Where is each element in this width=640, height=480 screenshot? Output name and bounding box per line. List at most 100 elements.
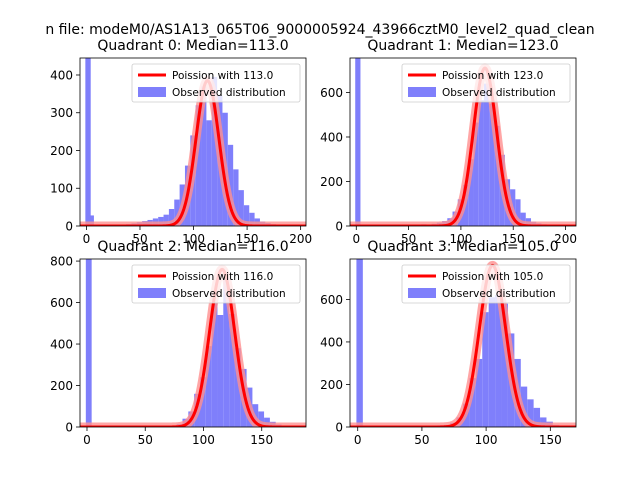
quadrant-2-hist-bar-15 — [258, 411, 265, 427]
quadrant-2-axes-frame — [79, 258, 307, 428]
quadrant-0-legend: Poission with 113.0 Observed distribution — [131, 63, 301, 103]
quadrant-3-ytick-label-3: 600 — [320, 293, 343, 307]
quadrant-2-hist-bar-10 — [229, 313, 235, 427]
quadrant-0-hist-bar-11 — [174, 199, 180, 226]
quadrant-2-legend: Poission with 116.0 Observed distribution — [131, 264, 301, 304]
quadrant-3-ytick-label-1: 200 — [320, 378, 343, 392]
quadrant-0-legend-observed-label: Observed distribution — [172, 87, 286, 99]
quadrant-3-hist-bar-18 — [540, 417, 547, 427]
quadrant-0-plot-area — [80, 58, 306, 226]
quadrant-1-xtick-label-2: 100 — [449, 232, 472, 246]
quadrant-1-xtick-label-4: 200 — [554, 232, 577, 246]
quadrant-0-hist-bar-16 — [201, 86, 207, 226]
quadrant-2-hist-bar-0 — [85, 259, 92, 427]
quadrant-2-hist-bar-6 — [205, 346, 212, 427]
quadrant-1-hist-bar-10 — [468, 159, 474, 226]
quadrant-2-ytick-label-2: 400 — [50, 338, 73, 352]
quadrant-0-legend-box — [131, 63, 301, 103]
quadrant-1-plot-area — [350, 58, 576, 226]
quadrant-2-xtick-label-1: 50 — [138, 433, 153, 447]
quadrant-2-hist-bar-5 — [199, 377, 206, 427]
quadrant-2-title: Quadrant 2: Median=116.0 — [97, 239, 288, 255]
quadrant-1-chart: 0 50 100 150 200 0 200 400 600 Quadrant 1: Median… — [320, 38, 577, 246]
quadrant-0-ytick-label-0: 0 — [65, 220, 73, 234]
quadrant-3-xtick-label-1: 50 — [414, 433, 429, 447]
figure-suptitle: n file: modeM0/AS1A13_065T06_9000005924_… — [45, 22, 594, 38]
quadrant-1-hist-bar-14 — [489, 103, 495, 226]
quadrant-3-legend-box — [401, 264, 571, 304]
quadrant-1-hist-bar-13 — [483, 83, 490, 226]
quadrant-0-axes-frame — [79, 57, 307, 227]
quadrant-3-legend-fit-label: Poission with 105.0 — [442, 271, 543, 283]
quadrant-3-axes-frame — [349, 258, 577, 428]
quadrant-3-hist-bar-11 — [495, 295, 502, 427]
quadrant-0-xtick-label-2: 100 — [182, 232, 205, 246]
quadrant-1-ytick-label-0: 0 — [335, 220, 343, 234]
quadrant-2-xtick-label-2: 100 — [192, 433, 215, 447]
quadrant-3-hist-bar-7 — [469, 378, 476, 427]
quadrant-0-ytick-label-3: 300 — [50, 106, 73, 120]
quadrant-0-hist-bar-10 — [168, 209, 175, 226]
quadrant-0-hist-bar-0 — [85, 58, 91, 226]
quadrant-2-ytick-label-4: 800 — [50, 255, 73, 269]
quadrant-1-legend-observed-swatch — [408, 87, 436, 97]
quadrant-2-hist-bar-8 — [217, 315, 224, 427]
quadrant-3-ytick-label-0: 0 — [335, 421, 343, 435]
quadrant-2-legend-observed-swatch — [138, 288, 166, 298]
quadrant-1-title: Quadrant 1: Median=123.0 — [367, 38, 558, 54]
quadrant-0-hist-bar-18 — [211, 76, 218, 226]
quadrant-3-legend-observed-swatch — [408, 288, 436, 298]
quadrant-1-legend-box — [401, 63, 571, 103]
quadrant-0-hist-bar-23 — [238, 190, 244, 226]
quadrant-3-hist-bar-16 — [527, 399, 534, 427]
quadrant-3-hist-bar-0 — [356, 259, 363, 427]
quadrant-3-hist-bar-17 — [533, 407, 541, 427]
quadrant-0-legend-observed-swatch — [138, 87, 166, 97]
quadrant-1-xtick-label-0: 0 — [352, 232, 360, 246]
quadrant-2-ytick-label-3: 600 — [50, 296, 73, 310]
quadrant-0-chart: 0 50 100 150 200 0 100 200 300 400 Quadrant 0: Med… — [50, 38, 312, 246]
quadrant-3-legend-observed-label: Observed distribution — [442, 288, 556, 300]
quadrant-0-hist-bar-25 — [249, 212, 255, 226]
quadrant-2-xtick-label-3: 150 — [250, 433, 273, 447]
quadrant-3-hist-bar-8 — [475, 358, 483, 427]
quadrant-2-ytick-label-0: 0 — [65, 421, 73, 435]
quadrant-0-xtick-label-3: 150 — [236, 232, 259, 246]
quadrant-1-hist-bar-11 — [473, 122, 479, 226]
quadrant-0-ytick-label-4: 400 — [50, 68, 73, 82]
quadrant-0-hist-bar-17 — [206, 120, 212, 226]
quadrant-0-hist-bar-15 — [195, 105, 202, 226]
quadrant-2-legend-box — [131, 264, 301, 304]
quadrant-0-hist-bar-24 — [243, 205, 250, 226]
quadrant-0-title: Quadrant 0: Median=113.0 — [97, 38, 288, 54]
quadrant-3-xtick-label-2: 100 — [475, 433, 498, 447]
quadrant-1-hist-bar-20 — [520, 212, 526, 226]
quadrant-0-xtick-label-0: 0 — [83, 232, 91, 246]
quadrant-1-hist-bar-19 — [515, 199, 521, 226]
quadrant-1-legend-observed-label: Observed distribution — [442, 87, 556, 99]
quadrant-1-ytick-label-2: 400 — [320, 130, 343, 144]
quadrant-3-ytick-label-2: 400 — [320, 335, 343, 349]
quadrant-2-chart: 0 50 100 150 0 200 400 600 800 Quadrant 2: Median… — [50, 239, 307, 447]
quadrant-3-xtick-label-3: 150 — [539, 433, 562, 447]
quadrant-1-axes-frame — [349, 57, 577, 227]
quadrant-0-xtick-label-1: 50 — [132, 232, 147, 246]
quadrant-2-hist-bar-9 — [223, 277, 230, 427]
quadrant-2-legend-observed-label: Observed distribution — [172, 288, 286, 300]
quadrant-1-xtick-label-3: 150 — [502, 232, 525, 246]
quadrant-1-poisson-line — [350, 66, 576, 226]
quadrant-0-hist-bar-9 — [163, 214, 169, 226]
quadrant-1-legend: Poission with 123.0 Observed distribution — [401, 63, 571, 103]
quadrant-0-legend-fit-label: Poission with 113.0 — [172, 70, 273, 82]
quadrant-3-title: Quadrant 3: Median=105.0 — [367, 239, 558, 255]
quadrant-2-hist-bar-11 — [234, 348, 241, 427]
quadrant-1-hist-bar-12 — [478, 100, 484, 226]
quadrant-3-hist-bar-9 — [482, 312, 489, 427]
quadrant-2-xtick-label-0: 0 — [83, 433, 91, 447]
quadrant-0-hist-bar-21 — [227, 144, 234, 226]
quadrant-0-xtick-label-4: 200 — [289, 232, 312, 246]
quadrant-3-xtick-label-0: 0 — [354, 433, 362, 447]
quadrant-1-hist-bar-0 — [355, 58, 361, 226]
quadrant-0-hist-bar-1 — [88, 215, 94, 226]
